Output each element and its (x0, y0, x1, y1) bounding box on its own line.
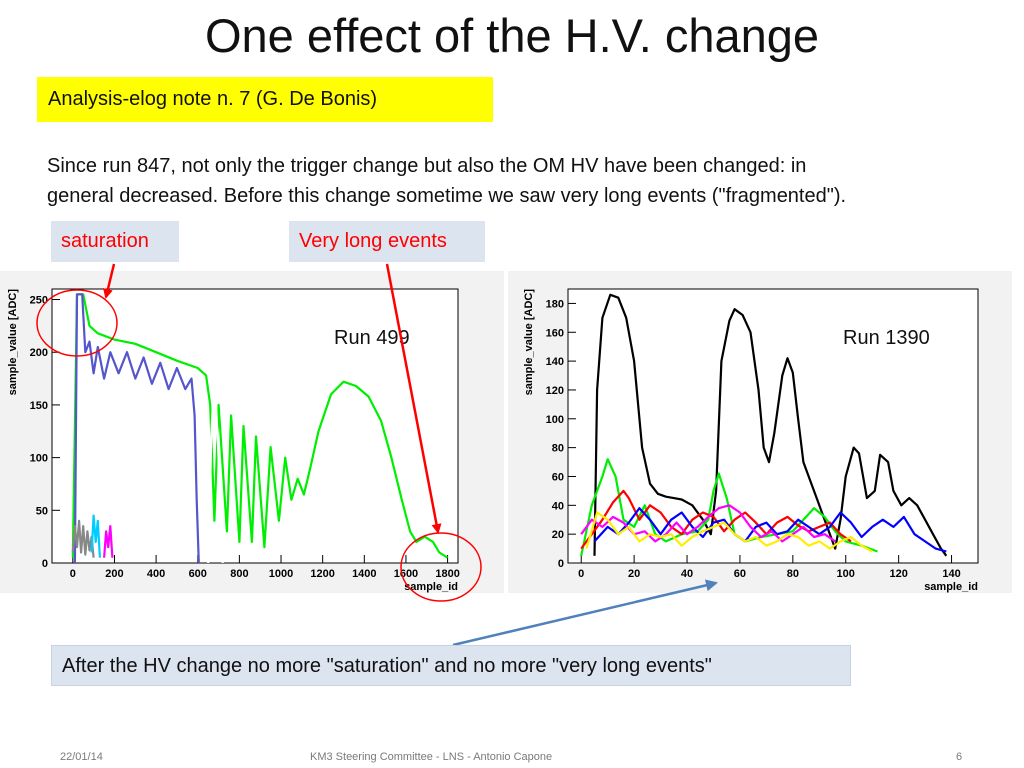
y-tick-label: 0 (42, 558, 48, 570)
x-tick-label: 1600 (394, 568, 418, 580)
x-tick-label: 1200 (310, 568, 334, 580)
x-tick-label: 0 (70, 568, 76, 580)
run-1390-label: Run 1390 (843, 327, 930, 349)
y-tick-label: 50 (36, 505, 48, 517)
x-tick-label: 20 (628, 568, 640, 580)
conclusion-box: After the HV change no more "saturation"… (51, 645, 851, 686)
series-line-5 (585, 511, 873, 553)
x-tick-label: 1800 (435, 568, 459, 580)
y-tick-label: 140 (546, 356, 564, 368)
x-tick-label: 80 (787, 568, 799, 580)
footer-date: 22/01/14 (60, 751, 103, 763)
y-tick-label: 60 (552, 471, 564, 483)
x-tick-label: 60 (734, 568, 746, 580)
y-tick-label: 100 (30, 453, 48, 465)
plot-run-1390: 0 20 40 60 80 100 120 140 160 180 0 20 40 60 80 100 120 1… (508, 271, 1012, 593)
y-axis-label: sample_value [ADC] (7, 289, 19, 396)
y-tick-label: 80 (552, 443, 564, 455)
y-tick-label: 40 (552, 500, 564, 512)
y-tick-label: 200 (30, 347, 48, 359)
series-line-4 (580, 504, 836, 543)
y-tick-label: 120 (546, 385, 564, 397)
run-499-label: Run 499 (334, 327, 410, 349)
slide-title: One effect of the H.V. change (204, 9, 820, 62)
x-tick-label: 400 (147, 568, 165, 580)
series-line-5 (90, 514, 101, 558)
chart-run-499: 0 50 100 150 200 250 0 200 400 600 800 1000 1200 1400… (0, 271, 504, 593)
plot-frame (567, 288, 979, 564)
x-tick-label: 800 (230, 568, 248, 580)
x-tick-label: 200 (105, 568, 123, 580)
description-line-2: general decreased. Before this change so… (47, 185, 847, 207)
x-tick-label: 40 (681, 568, 693, 580)
very-long-events-label: Very long events (289, 221, 485, 262)
x-tick-label: 1400 (352, 568, 376, 580)
chart-run-1390: 0 20 40 60 80 100 120 140 160 180 0 20 40 60 80 100 120 1… (508, 271, 1012, 593)
plot-run-499: 0 50 100 150 200 250 0 200 400 600 800 1000 1200 1400… (0, 271, 504, 593)
series-line-2 (207, 372, 224, 564)
series-line-3 (71, 519, 95, 558)
x-tick-label: 120 (889, 568, 907, 580)
y-tick-label: 100 (546, 414, 564, 426)
analysis-note-box: Analysis-elog note n. 7 (G. De Bonis) (37, 77, 493, 122)
y-tick-label: 150 (30, 400, 48, 412)
y-tick-label: 180 (546, 298, 564, 310)
x-tick-label: 100 (837, 568, 855, 580)
y-tick-label: 20 (552, 529, 564, 541)
x-tick-label: 1000 (269, 568, 293, 580)
y-tick-label: 250 (30, 295, 48, 307)
y-tick-label: 0 (558, 558, 564, 570)
y-axis-label: sample_value [ADC] (523, 289, 535, 396)
series-line-0 (593, 293, 948, 557)
footer-center: KM3 Steering Committee - LNS - Antonio C… (310, 751, 553, 763)
footer-page-number: 6 (956, 751, 963, 763)
description-line-1: Since run 847, not only the trigger chan… (47, 155, 807, 177)
y-tick-label: 160 (546, 327, 564, 339)
x-tick-label: 0 (578, 568, 584, 580)
series-line-1 (580, 458, 878, 557)
x-axis-label: sample_id (924, 581, 978, 593)
series-line-3 (593, 507, 947, 553)
series-line-4 (103, 525, 114, 558)
x-axis-label: sample_id (404, 581, 458, 593)
x-tick-label: 140 (942, 568, 960, 580)
x-tick-label: 600 (189, 568, 207, 580)
saturation-label: saturation (51, 221, 179, 262)
analysis-note-text: Analysis-elog note n. 7 (G. De Bonis) (48, 88, 378, 110)
